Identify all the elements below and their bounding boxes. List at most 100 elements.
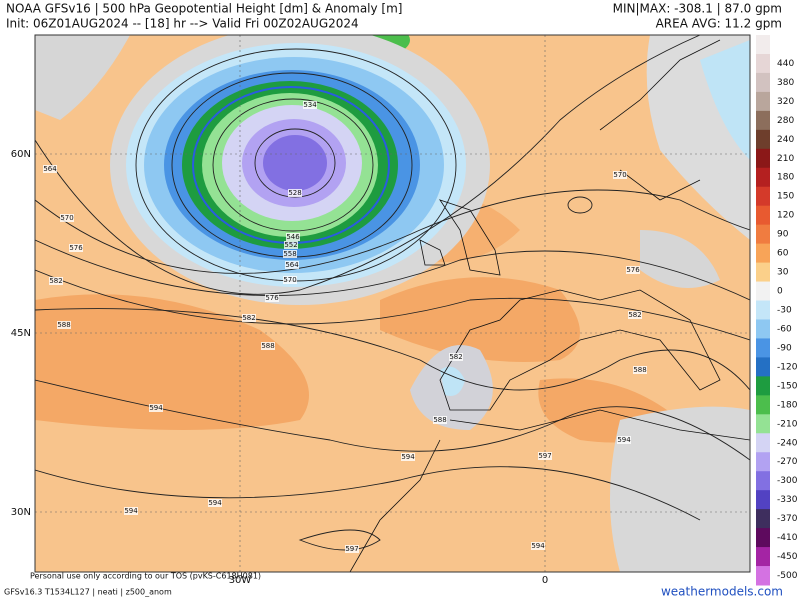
colorbar-label: 120 (777, 211, 794, 221)
colorbar-label: 180 (777, 173, 794, 183)
title: NOAA GFSv16 | 500 hPa Geopotential Heigh… (6, 2, 402, 16)
contour-label: 564 (43, 165, 57, 173)
site-link[interactable]: weathermodels.com (661, 585, 783, 599)
colorbar-swatch (756, 167, 770, 188)
contour-label-bg (617, 436, 631, 444)
contour-label-bg (286, 233, 300, 241)
colorbar-label: -450 (777, 552, 798, 562)
contour-label-bg (531, 542, 545, 550)
contour-label: 588 (433, 416, 446, 424)
contour-label: 594 (531, 542, 545, 550)
tos-note: Personal use only according to our TOS (… (30, 572, 261, 581)
colorbar-swatch (756, 148, 770, 169)
contour-label-bg (265, 294, 279, 302)
lon-label: 0 (542, 575, 548, 586)
colorbar-label: 380 (777, 78, 794, 88)
contour-label: 582 (242, 314, 255, 322)
contour-label: 588 (261, 342, 274, 350)
colorbar-swatch (756, 91, 770, 112)
contour-label: 588 (57, 321, 70, 329)
colorbar-swatch (756, 72, 770, 93)
contour-label: 576 (265, 294, 279, 302)
colorbar-label: -90 (777, 343, 792, 353)
colorbar-swatch (756, 338, 770, 358)
colorbar-label: -210 (777, 419, 798, 429)
colorbar-swatch (756, 129, 770, 150)
contour-label-bg (433, 416, 447, 424)
colorbar-swatch (756, 53, 770, 74)
colorbar-label: 0 (777, 287, 783, 297)
map-frame (34, 34, 751, 573)
lat-label: 45N (11, 328, 31, 339)
colorbar-swatch (756, 547, 770, 567)
colorbar-swatch (756, 281, 770, 302)
contour-label-bg (285, 261, 299, 269)
contour-label-bg (43, 165, 57, 173)
colorbar-swatch (756, 509, 770, 529)
contour-label-bg (242, 314, 256, 322)
colorbar-label: -370 (777, 514, 798, 524)
contour-label-bg (626, 266, 640, 274)
contour-label: 576 (626, 266, 640, 274)
contour-label: 534 (303, 101, 317, 109)
colorbar-label: -300 (777, 476, 798, 486)
colorbar-label: -30 (777, 306, 792, 316)
colorbar-swatch (756, 300, 770, 320)
colorbar-label: -240 (777, 438, 798, 448)
colorbar-label: -180 (777, 400, 798, 410)
contour-label: 552 (284, 241, 297, 249)
lon-label: 30W (229, 575, 252, 586)
lat-label: 60N (11, 149, 31, 160)
init-line: Init: 06Z01AUG2024 -- [18] hr --> Valid … (6, 17, 359, 31)
contour-label-bg (49, 277, 63, 285)
contour-label: 570 (613, 171, 626, 179)
colorbar-swatch (756, 566, 770, 586)
colorbar-swatch (756, 110, 770, 131)
colorbar-swatch (756, 357, 770, 377)
contour-label: 597 (538, 452, 551, 460)
contour-label: 582 (628, 311, 641, 319)
colorbar-swatch (756, 186, 770, 207)
contour-label-bg (449, 353, 463, 361)
colorbar-label: 150 (777, 192, 794, 202)
contour-label: 546 (286, 233, 300, 241)
colorbar-swatch (756, 490, 770, 510)
colorbar-swatch (756, 471, 770, 491)
colorbar-label: -500 (777, 571, 798, 581)
contour-label: 582 (449, 353, 462, 361)
colorbar-label: 440 (777, 59, 794, 69)
contour-label: 594 (149, 404, 163, 412)
colorbar-label: 210 (777, 154, 794, 164)
contour-label-bg (69, 244, 83, 252)
contour-label: 582 (49, 277, 62, 285)
colorbar-swatch (756, 35, 770, 54)
colorbar-label: -60 (777, 324, 792, 334)
contour-label: 576 (69, 244, 83, 252)
colorbar-swatch (756, 376, 770, 396)
colorbar-label: -120 (777, 362, 798, 372)
colorbar-swatch (756, 224, 770, 245)
colorbar-label: -270 (777, 457, 798, 467)
colorbar-swatch (756, 414, 770, 434)
contour-label-bg (57, 321, 71, 329)
colorbar-swatch (756, 528, 770, 548)
contour-label-bg (124, 507, 138, 515)
contour-label: 594 (208, 499, 222, 507)
colorbar-label: 280 (777, 116, 794, 126)
contour-label-bg (303, 101, 317, 109)
contour-label: 528 (288, 189, 301, 197)
colorbar-swatch (756, 395, 770, 415)
contour-label: 570 (283, 276, 296, 284)
colorbar-swatch (756, 433, 770, 453)
contour-label-bg (283, 250, 297, 258)
contour-label-bg (284, 241, 298, 249)
contour-label-bg (401, 453, 415, 461)
contour-label-bg (149, 404, 163, 412)
colorbar-label: -410 (777, 533, 798, 543)
contour-label-bg (283, 276, 297, 284)
minmax: MIN|MAX: -308.1 | 87.0 gpm (613, 2, 782, 16)
colorbar-label: 240 (777, 135, 794, 145)
contour-label-bg (633, 366, 647, 374)
colorbar-swatch (756, 205, 770, 226)
colorbar-label: 30 (777, 268, 789, 278)
